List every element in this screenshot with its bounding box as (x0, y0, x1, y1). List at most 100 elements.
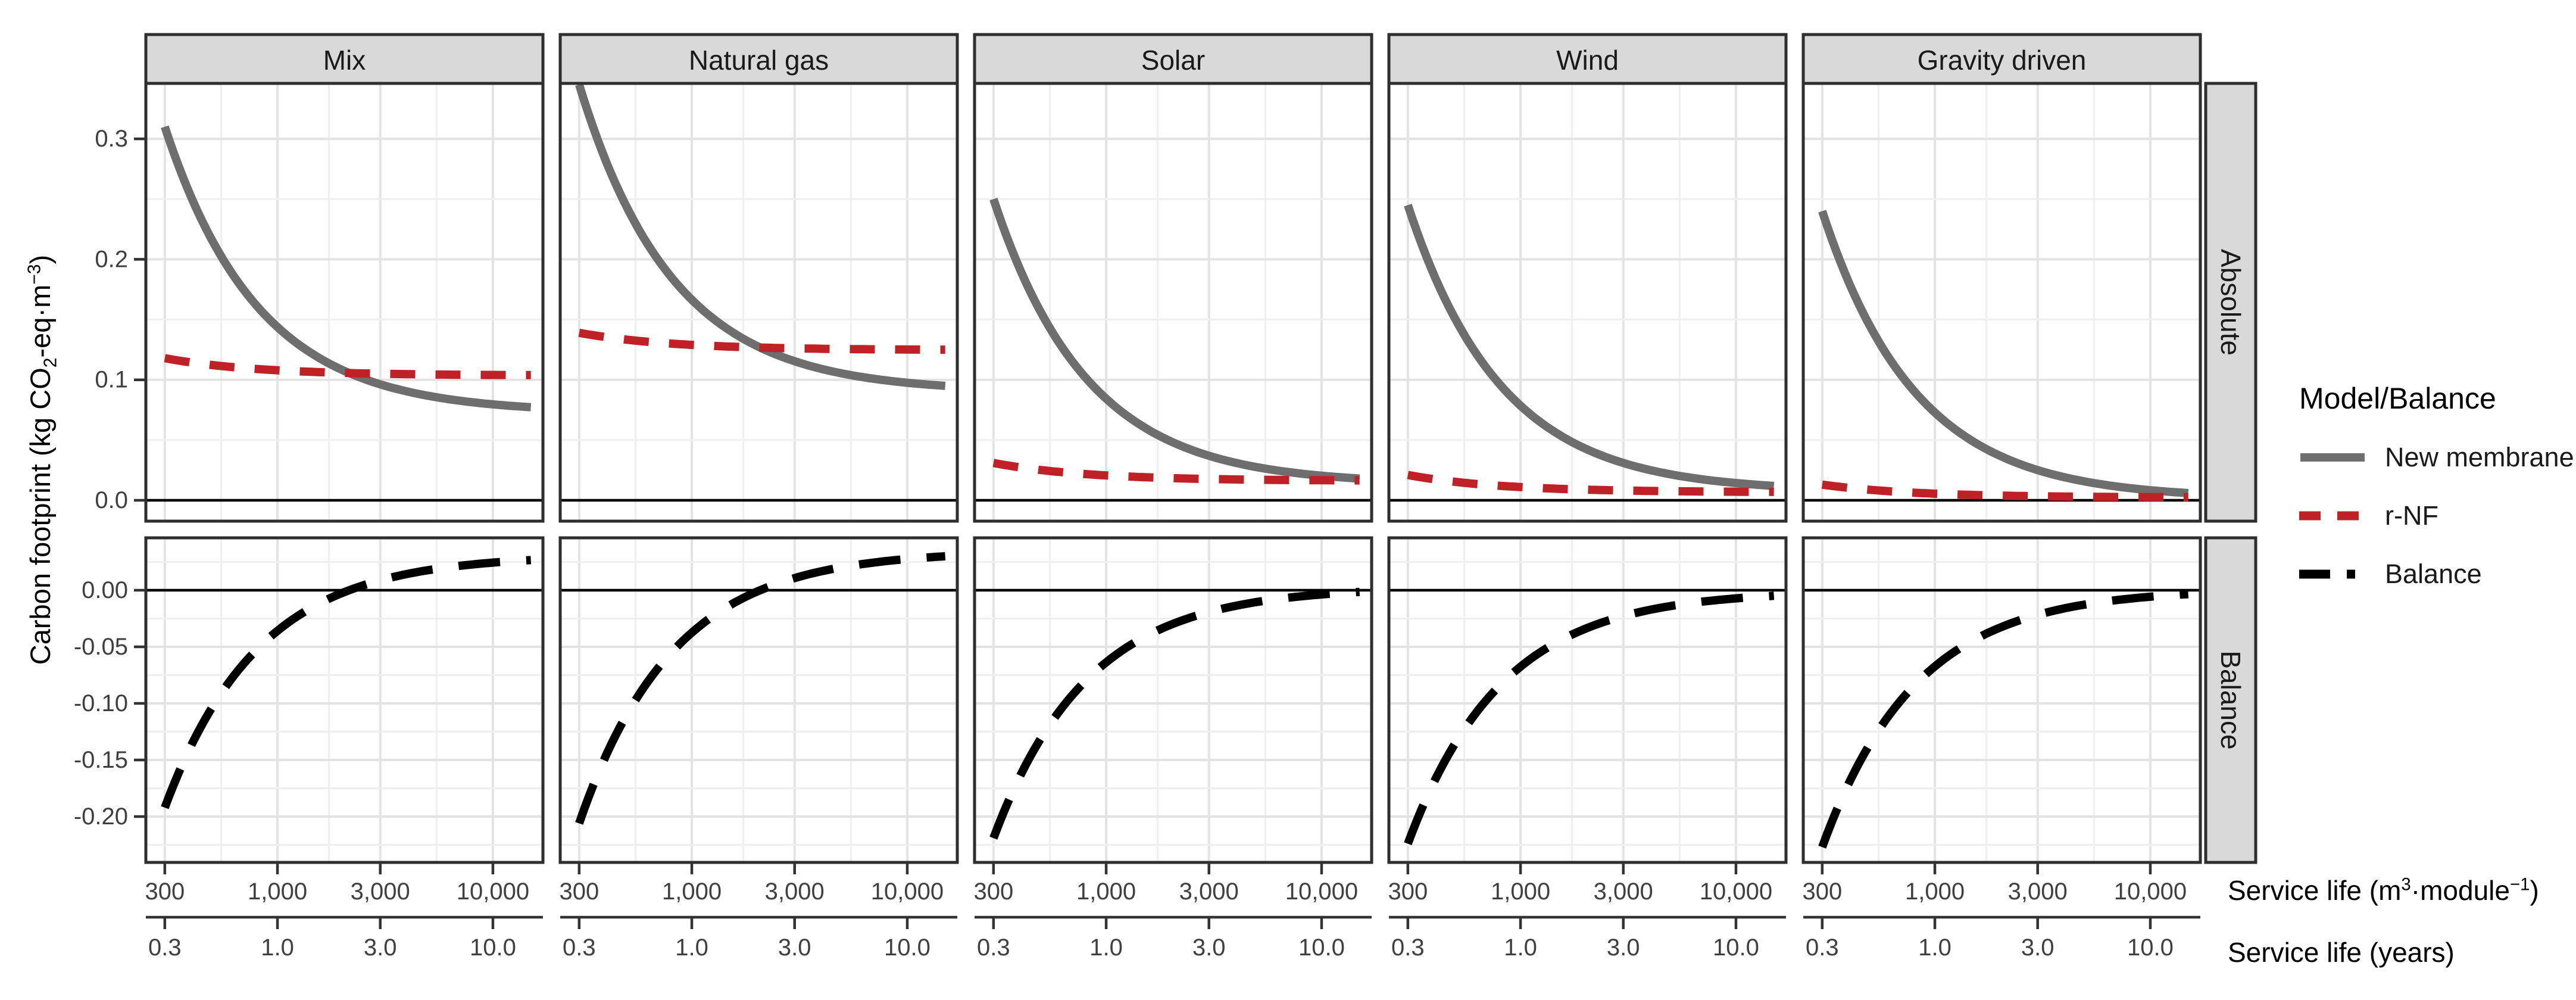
x-tick-label: 10,000 (1700, 878, 1772, 905)
balance-curve-gravity-driven (1818, 590, 2189, 849)
panel-mix-absolute (146, 83, 543, 521)
panel-solar-balance (975, 538, 1372, 862)
x-tick-label: 300 (559, 878, 599, 905)
x-tick-label: 300 (145, 878, 185, 905)
panel-border (1387, 82, 1788, 523)
panel-border (973, 82, 1373, 523)
panel-gravity-driven-balance (1803, 538, 2200, 862)
legend-item-r-nf: r-NF (2299, 497, 2574, 535)
x-tick-label: 3,000 (1179, 878, 1239, 905)
x-tick-label: 1,000 (1905, 878, 1965, 905)
new-membrane-line-key-icon (2300, 453, 2365, 462)
x-tick-label: 1,000 (1491, 878, 1550, 905)
x-tick-label: 1,000 (662, 878, 722, 905)
y-tick-label: 0.3 (95, 126, 128, 152)
balance-curve-solar (989, 587, 1360, 840)
y-axis-title: Carbon footprint (kg CO2-eq·m−3) (24, 254, 61, 665)
panel-border (144, 536, 545, 864)
r-nf-curve-solar (992, 459, 1360, 485)
legend-title: Model/Balance (2299, 382, 2496, 415)
x2-tick-label: 10.0 (2127, 934, 2174, 961)
x-tick-label: 3,000 (1594, 878, 1653, 905)
x-tick-label: 300 (1388, 878, 1428, 905)
panel-natural-gas-absolute (560, 83, 957, 521)
x-tick-label: 1,000 (248, 878, 307, 905)
x-tick-label: 300 (1802, 878, 1842, 905)
x2-tick-label: 1.0 (1504, 934, 1537, 961)
x-tick-label: 1,000 (1076, 878, 1136, 905)
r-nf-curve-gravity-driven (1821, 480, 2188, 501)
panel-background (1803, 83, 2200, 521)
panel-background (975, 83, 1372, 521)
x-tick-label: 3,000 (765, 878, 825, 905)
panel-background (1389, 538, 1786, 862)
strip-label-solar: Solar (1141, 45, 1205, 76)
legend-label: New membrane (2385, 442, 2574, 472)
legend: Model/Balance New membrane r-NF Balance (2299, 381, 2574, 613)
y-tick-label: -0.10 (74, 690, 128, 716)
x2-tick-label: 0.3 (1806, 934, 1839, 961)
row-strip-balance (2204, 536, 2257, 864)
x2-tick-label: 1.0 (261, 934, 294, 961)
x2-tick-label: 0.3 (148, 934, 182, 961)
panel-mix-balance (146, 538, 543, 862)
y-tick-label: -0.05 (74, 634, 128, 660)
strip-label-natural-gas: Natural gas (689, 45, 829, 76)
x2-tick-label: 10.0 (470, 934, 516, 961)
x2-tick-label: 3.0 (1192, 934, 1226, 961)
legend-item-balance: Balance (2299, 555, 2574, 593)
panel-gravity-driven-absolute (1803, 83, 2200, 521)
x2-tick-label: 3.0 (1607, 934, 1640, 961)
x2-tick-label: 1.0 (675, 934, 708, 961)
row-strip-label-absolute: Absolute (2215, 249, 2246, 356)
balance-curve-mix (161, 556, 532, 809)
y-tick-label: 0.00 (82, 577, 128, 603)
panel-background (146, 538, 543, 862)
x-tick-label: 10,000 (1285, 878, 1358, 905)
x2-tick-label: 3.0 (778, 934, 811, 961)
y-tick-label: 0.2 (95, 246, 128, 272)
legend-label: r-NF (2385, 500, 2438, 531)
x-axis-title-primary: Service life (m3·module−1) (2228, 874, 2539, 906)
x-tick-label: 3,000 (2008, 878, 2068, 905)
r-nf-dashed-line-key-icon (2299, 511, 2366, 521)
y-tick-label: -0.20 (74, 803, 128, 830)
x-tick-label: 300 (973, 878, 1013, 905)
x2-tick-label: 0.3 (977, 934, 1010, 961)
strip-label-mix: Mix (323, 45, 366, 76)
row-strip-label-balance: Balance (2215, 650, 2246, 749)
panel-border (1801, 82, 2202, 523)
row-strip-absolute (2204, 82, 2257, 523)
x-tick-label: 10,000 (457, 878, 529, 905)
x2-tick-label: 10.0 (1298, 934, 1345, 961)
x2-tick-label: 1.0 (1089, 934, 1123, 961)
new-membrane-curve-solar (989, 197, 1360, 483)
panel-border (558, 82, 959, 523)
strip-header-natural-gas (558, 33, 959, 85)
panel-background (146, 83, 543, 521)
new-membrane-curve-wind (1404, 204, 1775, 490)
x2-tick-label: 10.0 (1713, 934, 1759, 961)
balance-curve-natural-gas (575, 552, 946, 825)
r-nf-curve-wind (1407, 471, 1774, 496)
balance-curve-wind (1404, 591, 1775, 846)
y-tick-label: -0.15 (74, 747, 128, 773)
panel-background (560, 83, 957, 521)
x2-tick-label: 3.0 (2021, 934, 2054, 961)
legend-label: Balance (2385, 559, 2482, 589)
r-nf-curve-mix (164, 354, 531, 379)
balance-dashed-line-key-icon (2299, 569, 2366, 579)
x2-tick-label: 3.0 (364, 934, 397, 961)
new-membrane-curve-gravity-driven (1818, 210, 2189, 497)
x2-tick-label: 0.3 (563, 934, 596, 961)
x-tick-label: 10,000 (2114, 878, 2187, 905)
x-tick-label: 3,000 (351, 878, 410, 905)
x2-tick-label: 10.0 (884, 934, 931, 961)
panel-border (1801, 536, 2202, 864)
strip-header-solar (973, 33, 1373, 85)
panel-border (558, 536, 959, 864)
x2-tick-label: 1.0 (1918, 934, 1951, 961)
y-tick-label: 0.0 (95, 487, 128, 513)
